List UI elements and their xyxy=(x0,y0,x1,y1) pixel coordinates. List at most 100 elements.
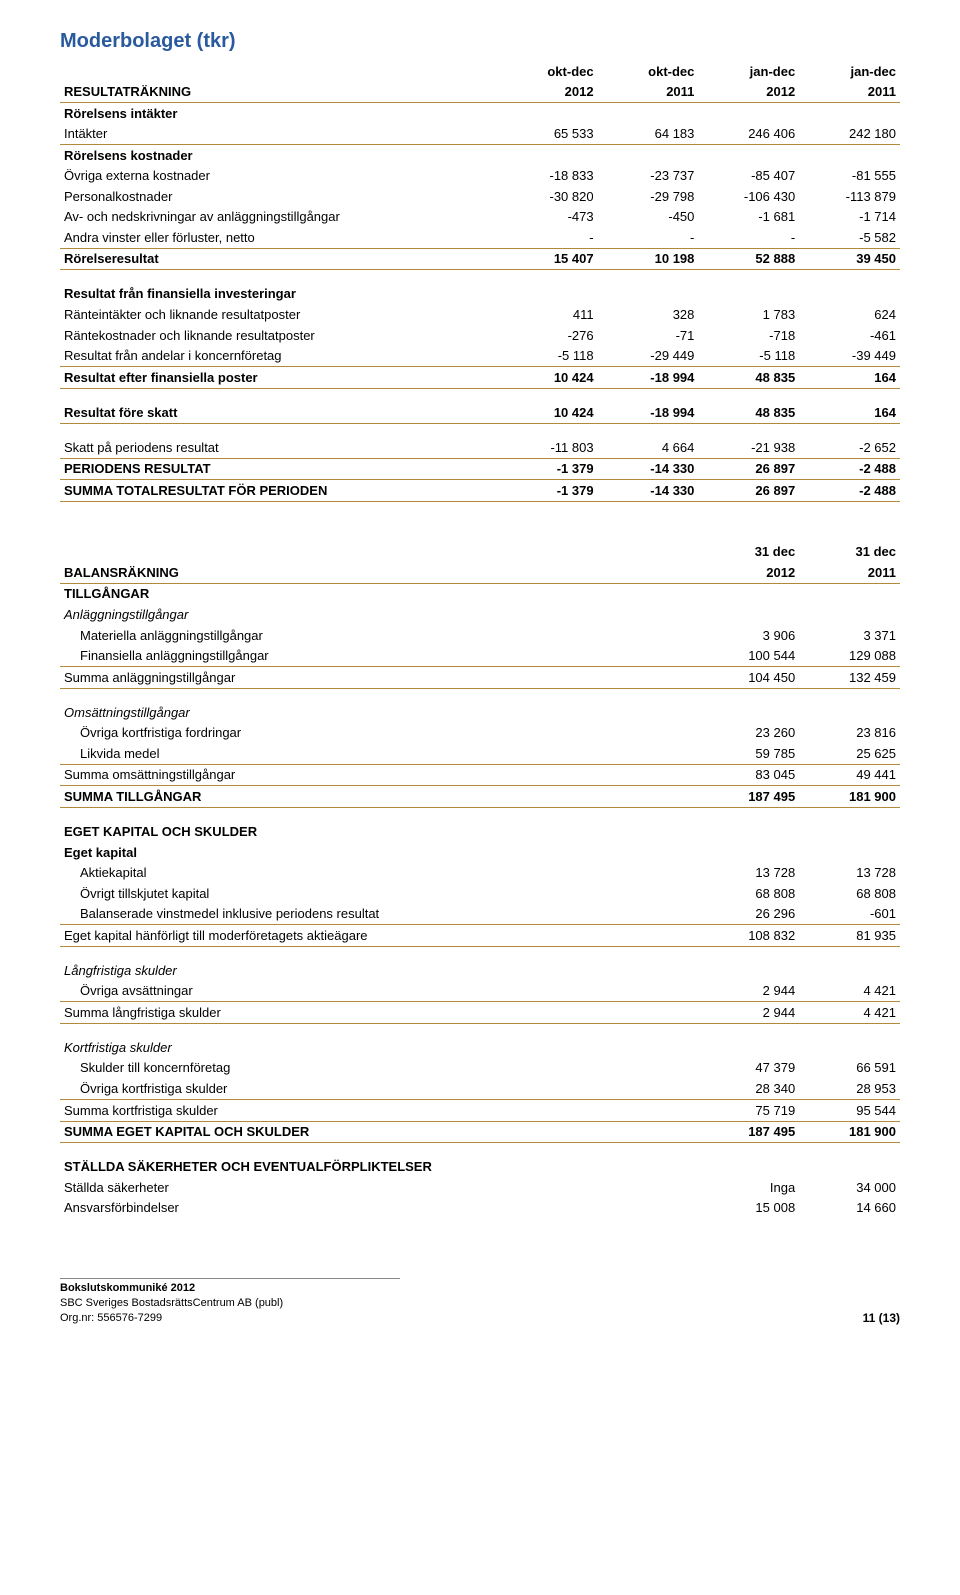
cell: 10 198 xyxy=(598,248,699,270)
cell: 132 459 xyxy=(799,667,900,689)
cell: RESULTATRÄKNING xyxy=(60,82,497,103)
section-row: Rörelsens kostnader xyxy=(60,145,900,166)
cell: 4 664 xyxy=(598,437,699,458)
cell: -85 407 xyxy=(698,166,799,187)
cell: -39 449 xyxy=(799,346,900,367)
cell: SUMMA TILLGÅNGAR xyxy=(60,786,698,808)
table-row: Resultat före skatt 10 424 -18 994 48 83… xyxy=(60,402,900,423)
page-number: 11 (13) xyxy=(863,1310,900,1326)
cell: 164 xyxy=(799,402,900,423)
cell: 68 808 xyxy=(799,883,900,904)
page-title: Moderbolaget (tkr) xyxy=(60,28,900,55)
cell: 15 407 xyxy=(497,248,598,270)
spacer xyxy=(60,1023,900,1037)
cell: Övriga externa kostnader xyxy=(60,166,497,187)
spacer xyxy=(60,388,900,402)
cell: -14 330 xyxy=(598,480,699,502)
cell: -29 449 xyxy=(598,346,699,367)
section-label: STÄLLDA SÄKERHETER OCH EVENTUALFÖRPLIKTE… xyxy=(60,1157,900,1178)
cell: Ränteintäkter och liknande resultatposte… xyxy=(60,305,497,326)
cell: 68 808 xyxy=(698,883,799,904)
cell: BALANSRÄKNING xyxy=(60,562,698,583)
cell: -106 430 xyxy=(698,186,799,207)
cell: jan-dec xyxy=(799,61,900,82)
cell: 59 785 xyxy=(698,743,799,764)
cell: 187 495 xyxy=(698,786,799,808)
cell: 2 944 xyxy=(698,981,799,1002)
balance-header-top: 31 dec 31 dec xyxy=(60,542,900,563)
cell: Skatt på periodens resultat xyxy=(60,437,497,458)
cell: 52 888 xyxy=(698,248,799,270)
cell: Personalkostnader xyxy=(60,186,497,207)
cell: SUMMA TOTALRESULTAT FÖR PERIODEN xyxy=(60,480,497,502)
cell: okt-dec xyxy=(497,61,598,82)
income-statement-table: okt-dec okt-dec jan-dec jan-dec RESULTAT… xyxy=(60,61,900,502)
cell: 31 dec xyxy=(799,542,900,563)
income-header-top: okt-dec okt-dec jan-dec jan-dec xyxy=(60,61,900,82)
section-label: Resultat från finansiella investeringar xyxy=(60,284,900,305)
section-label: Långfristiga skulder xyxy=(60,960,900,981)
cell: Summa omsättningstillgångar xyxy=(60,764,698,786)
section-row: TILLGÅNGAR xyxy=(60,583,900,604)
cell: Summa långfristiga skulder xyxy=(60,1002,698,1024)
cell: Övriga avsättningar xyxy=(60,981,698,1002)
table-row: Resultat från andelar i koncernföretag -… xyxy=(60,346,900,367)
cell: 83 045 xyxy=(698,764,799,786)
table-row: Summa anläggningstillgångar 104 450 132 … xyxy=(60,667,900,689)
cell: jan-dec xyxy=(698,61,799,82)
cell: 108 832 xyxy=(698,925,799,947)
cell: 624 xyxy=(799,305,900,326)
table-row: Personalkostnader -30 820 -29 798 -106 4… xyxy=(60,186,900,207)
cell: -5 582 xyxy=(799,227,900,248)
cell: 95 544 xyxy=(799,1100,900,1122)
cell: -30 820 xyxy=(497,186,598,207)
cell: Finansiella anläggningstillgångar xyxy=(60,646,698,667)
cell: 164 xyxy=(799,367,900,389)
cell: -450 xyxy=(598,207,699,228)
footer-line3: Org.nr: 556576-7299 xyxy=(60,1311,283,1326)
section-row: Långfristiga skulder xyxy=(60,960,900,981)
table-row: Summa kortfristiga skulder 75 719 95 544 xyxy=(60,1100,900,1122)
section-label: Anläggningstillgångar xyxy=(60,605,900,626)
cell: 28 340 xyxy=(698,1078,799,1099)
cell: 3 906 xyxy=(698,625,799,646)
cell: 26 897 xyxy=(698,458,799,480)
section-label: EGET KAPITAL OCH SKULDER xyxy=(60,821,900,842)
cell: 39 450 xyxy=(799,248,900,270)
cell: Materiella anläggningstillgångar xyxy=(60,625,698,646)
table-row: SUMMA TOTALRESULTAT FÖR PERIODEN -1 379 … xyxy=(60,480,900,502)
cell: 2012 xyxy=(497,82,598,103)
table-row: Ansvarsförbindelser 15 008 14 660 xyxy=(60,1198,900,1219)
table-row: Ställda säkerheter Inga 34 000 xyxy=(60,1177,900,1198)
table-row: Intäkter 65 533 64 183 246 406 242 180 xyxy=(60,124,900,145)
cell: 28 953 xyxy=(799,1078,900,1099)
cell: -473 xyxy=(497,207,598,228)
cell: Eget kapital hänförligt till moderföreta… xyxy=(60,925,698,947)
cell: -14 330 xyxy=(598,458,699,480)
table-row: Balanserade vinstmedel inklusive periode… xyxy=(60,904,900,925)
cell: -81 555 xyxy=(799,166,900,187)
table-row: Resultat efter finansiella poster 10 424… xyxy=(60,367,900,389)
table-row: Materiella anläggningstillgångar 3 906 3… xyxy=(60,625,900,646)
cell: Övriga kortfristiga skulder xyxy=(60,1078,698,1099)
cell: Summa anläggningstillgångar xyxy=(60,667,698,689)
cell: Övrigt tillskjutet kapital xyxy=(60,883,698,904)
cell: 100 544 xyxy=(698,646,799,667)
section-label: TILLGÅNGAR xyxy=(60,583,900,604)
income-header-bottom: RESULTATRÄKNING 2012 2011 2012 2011 xyxy=(60,82,900,103)
cell: 187 495 xyxy=(698,1121,799,1143)
table-row: Aktiekapital 13 728 13 728 xyxy=(60,863,900,884)
cell: -276 xyxy=(497,325,598,346)
cell: 10 424 xyxy=(497,367,598,389)
cell: - xyxy=(497,227,598,248)
cell: 242 180 xyxy=(799,124,900,145)
cell: 1 783 xyxy=(698,305,799,326)
cell: 2011 xyxy=(598,82,699,103)
cell: -23 737 xyxy=(598,166,699,187)
cell: PERIODENS RESULTAT xyxy=(60,458,497,480)
cell: -2 488 xyxy=(799,458,900,480)
cell: 26 897 xyxy=(698,480,799,502)
section-row: STÄLLDA SÄKERHETER OCH EVENTUALFÖRPLIKTE… xyxy=(60,1157,900,1178)
cell: Resultat efter finansiella poster xyxy=(60,367,497,389)
spacer xyxy=(60,688,900,702)
